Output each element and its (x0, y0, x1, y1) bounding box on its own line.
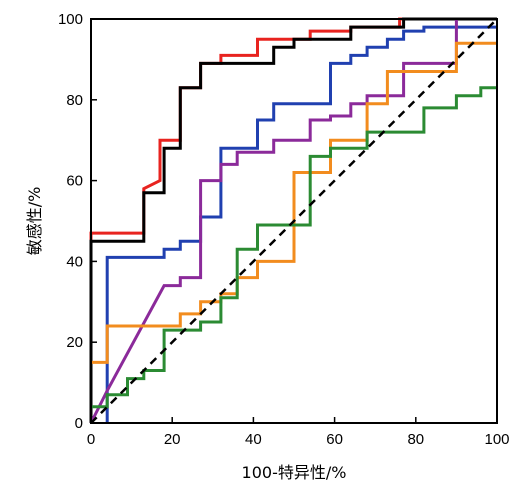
x-tick-label: 0 (87, 431, 95, 448)
x-tick-label: 80 (407, 431, 424, 448)
y-tick-label: 20 (66, 334, 83, 351)
y-tick-label: 40 (66, 253, 83, 270)
roc-series-5 (91, 41, 497, 364)
y-tick-label: 80 (66, 92, 83, 109)
y-axis-label: 敏感性/% (25, 187, 44, 256)
y-tick-label: 0 (75, 415, 83, 432)
x-axis-label: 100-特异性/% (242, 463, 347, 482)
roc-series-4 (89, 19, 458, 424)
x-tick-label: 20 (164, 431, 181, 448)
roc-series-2 (89, 17, 497, 423)
series-layer (89, 17, 497, 424)
plot-frame (90, 18, 498, 424)
x-tick-label: 100 (484, 431, 509, 448)
reference-diagonal (90, 18, 498, 424)
roc-series-6 (91, 86, 497, 409)
y-tick-label: 60 (66, 173, 83, 190)
x-tick-label: 40 (245, 431, 262, 448)
x-tick-label: 60 (326, 431, 343, 448)
y-tick-label: 100 (58, 11, 83, 28)
ticks-layer: 0 20 40 60 80 100 0 20 40 60 80 100 (58, 11, 510, 448)
roc-series-3 (105, 25, 497, 423)
